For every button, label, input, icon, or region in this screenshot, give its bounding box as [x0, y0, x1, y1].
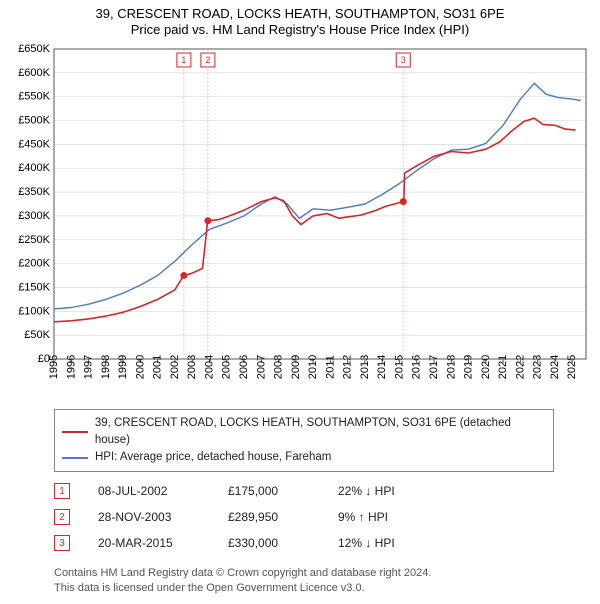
- svg-text:1997: 1997: [83, 354, 95, 378]
- svg-text:2012: 2012: [342, 354, 354, 378]
- svg-text:£500K: £500K: [18, 114, 50, 126]
- svg-text:£650K: £650K: [18, 43, 50, 55]
- svg-text:2024: 2024: [549, 354, 561, 378]
- chart: £0£50K£100K£150K£200K£250K£300K£350K£400…: [8, 43, 592, 403]
- svg-text:£550K: £550K: [18, 90, 50, 102]
- sales-diff-2: 9% ↑ HPI: [338, 510, 458, 524]
- sales-marker-1: 1: [54, 483, 70, 499]
- svg-text:2003: 2003: [186, 354, 198, 378]
- svg-text:£100K: £100K: [18, 305, 50, 317]
- legend-row-hpi: HPI: Average price, detached house, Fare…: [62, 449, 546, 466]
- svg-text:£250K: £250K: [18, 233, 50, 245]
- sales-price-1: £175,000: [228, 484, 338, 498]
- sales-marker-3: 3: [54, 535, 70, 551]
- sales-price-3: £330,000: [228, 536, 338, 550]
- sales-date-3: 20-MAR-2015: [98, 536, 228, 550]
- svg-text:£400K: £400K: [18, 162, 50, 174]
- svg-text:1999: 1999: [117, 354, 129, 378]
- sales-price-2: £289,950: [228, 510, 338, 524]
- sales-row-1: 1 08-JUL-2002 £175,000 22% ↓ HPI: [54, 478, 554, 504]
- svg-text:1: 1: [181, 55, 186, 65]
- svg-text:2002: 2002: [169, 354, 181, 378]
- footer-line-2: This data is licensed under the Open Gov…: [54, 581, 592, 596]
- svg-text:2022: 2022: [514, 354, 526, 378]
- legend: 39, CRESCENT ROAD, LOCKS HEATH, SOUTHAMP…: [54, 409, 554, 473]
- legend-swatch-property: [62, 431, 88, 433]
- svg-text:2005: 2005: [221, 354, 233, 378]
- svg-text:2001: 2001: [152, 354, 164, 378]
- svg-text:2017: 2017: [428, 354, 440, 378]
- sales-diff-3: 12% ↓ HPI: [338, 536, 458, 550]
- svg-text:£50K: £50K: [24, 329, 50, 341]
- chart-svg: £0£50K£100K£150K£200K£250K£300K£350K£400…: [8, 43, 592, 403]
- svg-text:£200K: £200K: [18, 257, 50, 269]
- svg-text:2018: 2018: [445, 354, 457, 378]
- svg-text:£300K: £300K: [18, 209, 50, 221]
- chart-title-block: 39, CRESCENT ROAD, LOCKS HEATH, SOUTHAMP…: [8, 6, 592, 39]
- svg-text:£350K: £350K: [18, 186, 50, 198]
- footer-line-1: Contains HM Land Registry data © Crown c…: [54, 566, 592, 581]
- svg-text:1998: 1998: [100, 354, 112, 378]
- sales-marker-2: 2: [54, 509, 70, 525]
- svg-text:£450K: £450K: [18, 138, 50, 150]
- svg-text:2006: 2006: [238, 354, 250, 378]
- legend-label-property: 39, CRESCENT ROAD, LOCKS HEATH, SOUTHAMP…: [95, 415, 546, 450]
- svg-text:2007: 2007: [255, 354, 267, 378]
- svg-text:£150K: £150K: [18, 281, 50, 293]
- sales-table: 1 08-JUL-2002 £175,000 22% ↓ HPI 2 28-NO…: [54, 478, 554, 556]
- svg-text:2013: 2013: [359, 354, 371, 378]
- svg-text:£600K: £600K: [18, 66, 50, 78]
- svg-text:2010: 2010: [307, 354, 319, 378]
- svg-text:2008: 2008: [273, 354, 285, 378]
- svg-text:2000: 2000: [134, 354, 146, 378]
- legend-row-property: 39, CRESCENT ROAD, LOCKS HEATH, SOUTHAMP…: [62, 415, 546, 450]
- svg-text:2014: 2014: [376, 354, 388, 378]
- svg-text:2004: 2004: [203, 354, 215, 378]
- title-line-2: Price paid vs. HM Land Registry's House …: [8, 22, 592, 38]
- sales-date-1: 08-JUL-2002: [98, 484, 228, 498]
- sales-row-2: 2 28-NOV-2003 £289,950 9% ↑ HPI: [54, 504, 554, 530]
- svg-text:2016: 2016: [411, 354, 423, 378]
- title-line-1: 39, CRESCENT ROAD, LOCKS HEATH, SOUTHAMP…: [8, 6, 592, 22]
- legend-label-hpi: HPI: Average price, detached house, Fare…: [95, 449, 331, 466]
- sales-diff-1: 22% ↓ HPI: [338, 484, 458, 498]
- svg-text:2019: 2019: [463, 354, 475, 378]
- svg-text:2021: 2021: [497, 354, 509, 378]
- svg-text:2: 2: [205, 55, 210, 65]
- footer: Contains HM Land Registry data © Crown c…: [54, 566, 592, 596]
- svg-text:2020: 2020: [480, 354, 492, 378]
- svg-text:1996: 1996: [65, 354, 77, 378]
- svg-text:2009: 2009: [290, 354, 302, 378]
- legend-swatch-hpi: [62, 457, 88, 459]
- sales-date-2: 28-NOV-2003: [98, 510, 228, 524]
- svg-text:3: 3: [401, 55, 406, 65]
- svg-text:2023: 2023: [532, 354, 544, 378]
- svg-text:2025: 2025: [566, 354, 578, 378]
- sales-row-3: 3 20-MAR-2015 £330,000 12% ↓ HPI: [54, 530, 554, 556]
